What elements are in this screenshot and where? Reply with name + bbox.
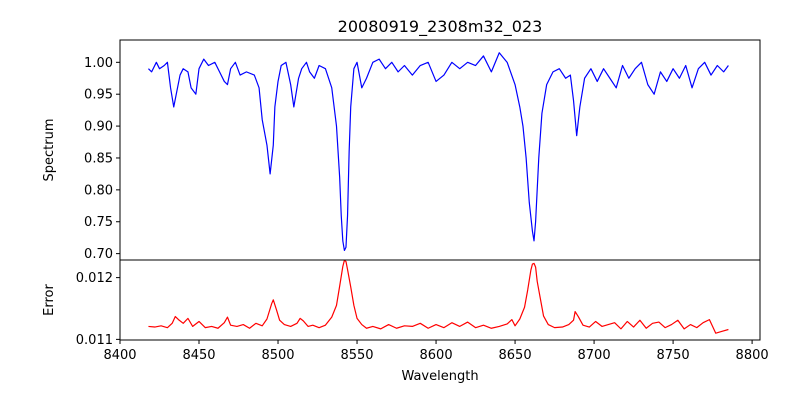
chart-title: 20080919_2308m32_023 xyxy=(338,17,543,37)
error-line xyxy=(148,259,729,334)
x-tick-label: 8800 xyxy=(736,348,769,363)
x-tick-label: 8750 xyxy=(657,348,690,363)
spectrum-y-tick-label: 0.80 xyxy=(84,183,113,198)
x-tick-label: 8450 xyxy=(182,348,215,363)
spectrum-y-tick-label: 1.00 xyxy=(84,56,113,71)
spectrum-panel: 0.70 0.75 0.80 0.85 0.90 0.95 1.00 Spectrum xyxy=(42,39,761,262)
spectrum-y-tick-label: 0.75 xyxy=(84,215,113,230)
x-tick-label: 8550 xyxy=(340,348,373,363)
x-tick-label: 8400 xyxy=(103,348,136,363)
spectrum-y-tick-label: 0.90 xyxy=(84,120,113,135)
x-tick-label: 8600 xyxy=(420,348,453,363)
spectrum-y-ticks: 0.70 0.75 0.80 0.85 0.90 0.95 1.00 xyxy=(84,56,120,262)
x-axis-label: Wavelength xyxy=(401,369,478,384)
x-tick-label: 8650 xyxy=(499,348,532,363)
spectrum-series-group xyxy=(148,52,729,252)
error-y-axis-label: Error xyxy=(42,284,57,316)
error-series-group xyxy=(148,259,729,334)
x-tick-label: 8700 xyxy=(578,348,611,363)
spectrum-y-tick-label: 0.95 xyxy=(84,88,113,103)
spectrum-line xyxy=(148,52,729,252)
x-tick-label: 8500 xyxy=(261,348,294,363)
spectrum-y-tick-label: 0.85 xyxy=(84,151,113,166)
spectrum-y-tick-label: 0.70 xyxy=(84,247,113,262)
error-y-ticks: 0.011 0.012 xyxy=(76,271,120,348)
spectrum-y-axis-label: Spectrum xyxy=(42,119,57,182)
error-y-tick-label: 0.012 xyxy=(76,271,113,286)
error-axes-frame xyxy=(119,259,761,341)
error-y-tick-label: 0.011 xyxy=(76,333,113,348)
wavelength-x-ticks: 8400 8450 8500 8550 8600 8650 8700 8750 8800 xyxy=(103,340,769,363)
